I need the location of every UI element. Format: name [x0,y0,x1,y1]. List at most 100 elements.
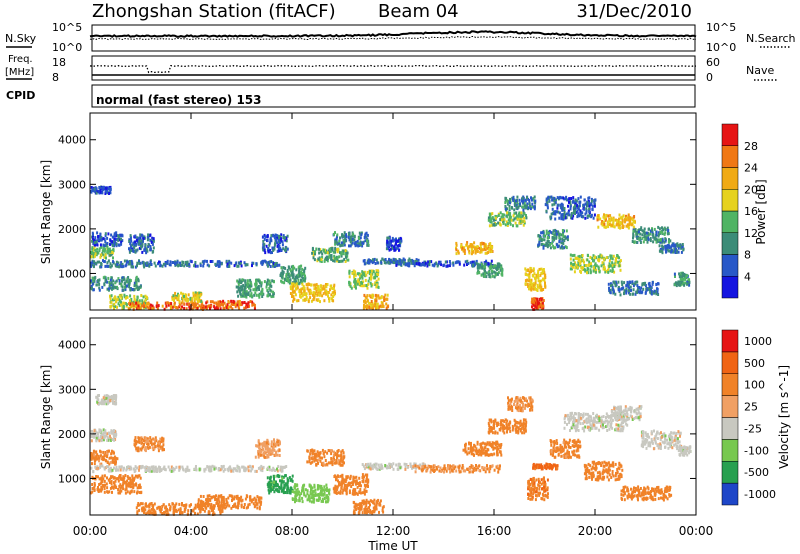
heatmap-cell [204,305,207,309]
heatmap-cell [210,466,213,470]
heatmap-cell [635,290,638,294]
heatmap-cell [372,258,374,262]
heatmap-cell [187,299,190,302]
heatmap-cell [131,288,134,292]
heatmap-cell [236,469,239,473]
heatmap-cell [585,207,588,211]
heatmap-cell [245,305,248,309]
heatmap-cell [674,283,677,286]
heatmap-cell [347,235,350,239]
color-scale-tick: 24 [744,162,758,175]
heatmap-cell [245,467,248,471]
heatmap-cell [623,292,625,296]
heatmap-cell [289,287,292,291]
heatmap-cell [529,204,531,208]
heatmap-cell [487,245,490,248]
heatmap-cell [149,510,152,514]
heatmap-cell [612,254,615,258]
heatmap-cell [544,281,546,285]
heatmap-cell [467,262,470,265]
heatmap-cell [516,198,519,202]
heatmap-cell [469,243,472,247]
heatmap-cell [609,219,612,223]
heatmap-cell [409,259,412,262]
heatmap-cell [136,285,139,289]
heatmap-cell [136,475,139,479]
heatmap-cell [198,291,201,295]
heatmap-cell [308,292,311,296]
heatmap-cell [277,465,280,469]
heatmap-cell [336,241,339,245]
heatmap-cell [357,244,360,248]
heatmap-cell [682,277,685,281]
heatmap-cell [282,272,284,276]
heatmap-cell [546,245,549,249]
heatmap-cell [513,208,516,212]
heatmap-cell [592,216,595,220]
heatmap-cell [604,218,607,222]
heatmap-cell [221,506,224,510]
heatmap-cell [412,262,415,266]
heatmap-cell [477,264,480,267]
heatmap-cell [139,441,142,445]
heatmap-cell [664,244,667,248]
heatmap-cell [546,206,549,210]
heatmap-cell [686,280,689,284]
color-scale-swatch [721,210,739,233]
heatmap-cell [582,203,585,207]
heatmap-cell [146,296,148,300]
heatmap-cell [625,224,628,228]
heatmap-cell [113,242,116,246]
heatmap-cell [523,216,526,220]
heatmap-cell [543,238,546,242]
heatmap-cell [113,244,115,248]
station-title: Zhongshan Station (fitACF) [92,1,336,22]
heatmap-cell [100,439,103,443]
heatmap-cell [147,439,150,443]
heatmap-cell [667,249,670,253]
heatmap-cell [112,400,115,404]
heatmap-cell [513,212,516,216]
heatmap-cell [182,261,185,264]
heatmap-cell [99,190,102,194]
heatmap-cell [512,195,515,199]
heatmap-cell [485,275,488,279]
heatmap-cell [328,249,331,253]
heatmap-cell [95,253,98,257]
heatmap-cell [400,260,403,264]
heatmap-cell [134,444,137,448]
heatmap-cell [250,292,253,296]
heatmap-cell [254,284,257,288]
heatmap-cell [90,186,93,189]
heatmap-cell [354,270,357,274]
heatmap-cell [490,247,493,251]
heatmap-cell [144,466,147,470]
heatmap-cell [181,263,184,267]
heatmap-cell [176,306,179,310]
heatmap-cell [220,262,223,266]
heatmap-cell [561,229,564,232]
heatmap-cell [373,257,376,261]
heatmap-cell [389,260,392,264]
heatmap-cell [103,237,106,241]
heatmap-cell [93,462,96,466]
heatmap-cell [534,298,537,302]
heatmap-cell [503,217,506,221]
heatmap-cell [375,269,378,273]
heatmap-cell [366,271,369,274]
heatmap-cell [208,304,211,308]
heatmap-cell [632,236,634,240]
heatmap-cell [294,283,296,287]
heatmap-cell [106,465,109,469]
heatmap-cell [130,262,133,266]
heatmap-cell [138,468,140,472]
heatmap-cell [686,282,689,286]
heatmap-cell [98,483,101,486]
heatmap-cell [642,287,645,291]
heatmap-cell [161,264,164,268]
heatmap-cell [133,297,136,301]
heatmap-cell [140,447,142,451]
heatmap-cell [566,198,569,202]
nsearch-line [89,35,697,41]
